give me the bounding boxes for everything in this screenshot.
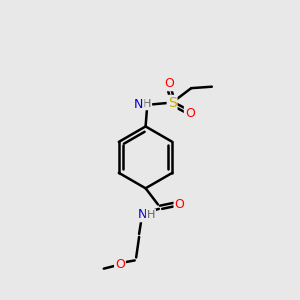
Text: N: N bbox=[134, 98, 143, 111]
Text: N: N bbox=[137, 208, 147, 221]
Text: H: H bbox=[147, 210, 155, 220]
Text: H: H bbox=[143, 99, 151, 110]
Text: O: O bbox=[185, 107, 195, 120]
Text: O: O bbox=[164, 77, 174, 90]
Text: S: S bbox=[168, 96, 176, 110]
Text: O: O bbox=[175, 198, 184, 211]
Text: O: O bbox=[115, 258, 125, 271]
